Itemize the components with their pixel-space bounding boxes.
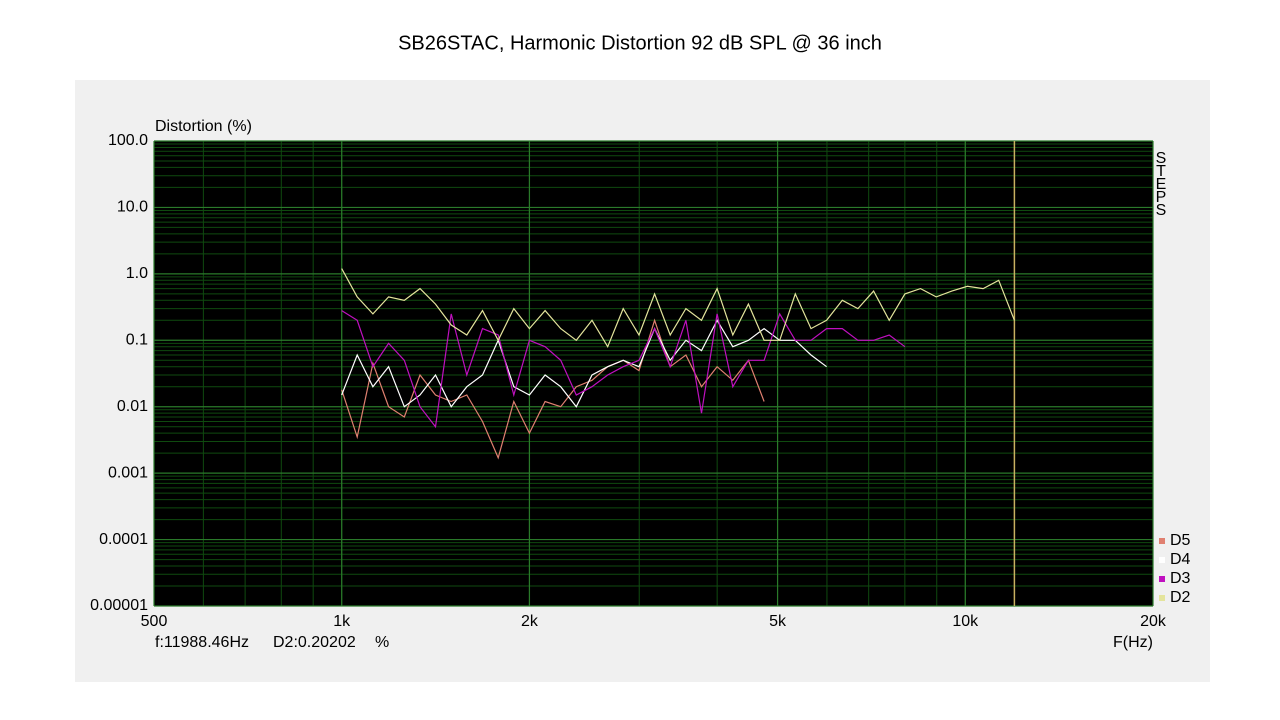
y-tick-label: 1.0 [126, 265, 148, 282]
x-tick-label: 5k [769, 613, 787, 630]
chart-title: SB26STAC, Harmonic Distortion 92 dB SPL … [398, 32, 882, 54]
series-line [341, 310, 906, 429]
cursor-unit: % [375, 634, 389, 651]
y-axis-label: Distortion (%) [155, 118, 252, 135]
legend-label: D3 [1170, 570, 1191, 587]
legend-swatch [1159, 595, 1165, 601]
legend-label: D4 [1170, 551, 1191, 568]
legend-label: D2 [1170, 589, 1191, 606]
y-tick-label: 0.00001 [90, 597, 148, 614]
legend-swatch [1159, 538, 1165, 544]
series-line [341, 318, 765, 460]
x-tick-label: 20k [1140, 613, 1167, 630]
x-tick-label: 2k [521, 613, 539, 630]
x-axis-label: F(Hz) [1113, 634, 1153, 651]
y-tick-label: 100.0 [108, 132, 148, 149]
legend-swatch [1159, 576, 1165, 582]
y-tick-label: 0.0001 [99, 531, 148, 548]
legend-swatch [1159, 557, 1165, 563]
plot-area [154, 141, 1153, 606]
cursor-frequency: f:11988.46Hz [155, 634, 249, 651]
side-label: STEPS [1153, 150, 1170, 215]
y-tick-label: 0.001 [108, 464, 148, 481]
x-tick-label: 10k [952, 613, 979, 630]
x-tick-label: 1k [333, 613, 351, 630]
y-tick-label: 0.01 [117, 398, 148, 415]
legend-label: D5 [1170, 532, 1191, 549]
series-line [341, 268, 1015, 349]
y-tick-label: 0.1 [126, 332, 148, 349]
y-tick-label: 10.0 [117, 199, 148, 216]
x-tick-label: 500 [141, 613, 168, 630]
cursor-value: D2:0.20202 [273, 634, 356, 651]
